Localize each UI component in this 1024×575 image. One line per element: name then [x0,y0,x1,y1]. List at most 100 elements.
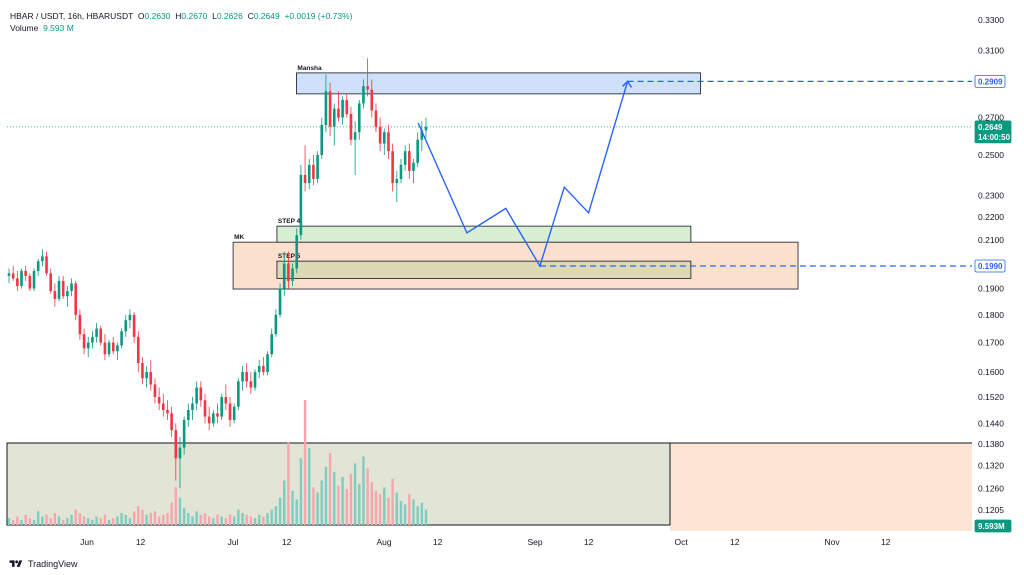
candle-body [74,283,78,315]
tradingview-footer[interactable]: TradingView [8,559,78,569]
time-tick-label: Jun [80,537,94,547]
level-badge-lower-text: 0.1990 [978,262,1003,271]
volume-bar [328,453,332,525]
volume-bar [249,516,253,525]
price-tick-label: 0.3100 [978,45,1004,55]
volume-bar [283,480,286,525]
price-tick-label: 0.2200 [978,212,1004,222]
candle-body [45,256,48,274]
volume-bar [212,518,215,525]
time-tick-label: 12 [136,537,146,547]
candle-body [20,270,23,286]
candle-body [316,155,319,179]
candle-body [182,419,186,448]
price-tick-label: 0.2500 [978,150,1004,160]
time-tick-label: 12 [433,537,443,547]
volume-bar [333,471,336,525]
price-tick-label: 0.1205 [978,505,1004,515]
candle-body [312,164,315,179]
candle-body [228,403,232,420]
volume-bar [41,516,44,525]
volume-bar [16,516,19,525]
time-tick-label: Sep [527,537,542,547]
volume-bar [49,518,52,525]
time-tick-label: 12 [584,537,594,547]
time-axis[interactable]: Jun 12 Jul 12 Aug 12 Sep 12 Oct 12 Nov 12 [80,537,891,547]
candle-body [424,126,428,131]
volume-bar [312,487,315,525]
volume-bar [145,514,148,525]
volume-bar [199,514,203,525]
candle-body [257,366,261,373]
candle-body [341,99,344,118]
volume-bar [166,513,169,525]
open-label: O [137,11,145,21]
candle-body [136,336,140,364]
candle-body [120,331,123,346]
volume-bar [174,487,177,525]
candle-body [116,345,119,352]
candle-body [220,397,223,417]
candle-body [416,139,419,163]
legend-volume: Volume 9.593 M [10,23,74,33]
price-tick-label: 0.1380 [978,439,1004,449]
volume-badge-text: 9.593M [978,522,1005,531]
volume-bar [24,514,27,525]
price-tick-label: 0.1440 [978,418,1004,428]
candle-body [141,363,144,379]
volume-bar [36,511,40,525]
zone-label-step-5: STEP 5 [278,253,301,260]
volume-bar [70,514,73,525]
volume-bar [303,400,307,525]
level-badge-upper-text: 0.2909 [978,77,1003,86]
symbol-label[interactable]: HBAR / USDT, 16h, HBARUSDT [10,11,134,21]
zone-label-mk: MK [234,234,244,241]
volume-bar [107,519,111,525]
volume-bar [278,497,282,525]
volume-bar [353,463,357,525]
volume-bar [203,513,207,525]
candle-body [357,103,361,133]
price-tick-label: 0.3300 [978,15,1004,25]
volume-bar [157,516,161,525]
volume-bar [91,519,94,525]
volume-bar [424,509,428,525]
price-tick-label: 0.2700 [978,113,1004,123]
volume-badge: 9.593M [974,519,1012,533]
candle-body [282,263,286,289]
candle-body [366,86,369,90]
candle-body [362,86,365,104]
volume-bar [57,516,61,525]
candle-body [320,124,324,156]
volume-bar [7,518,11,525]
volume-bar [99,518,102,525]
volume-label[interactable]: Volume [10,23,39,33]
volume-bar [228,514,232,525]
price-tick-label: 0.2300 [978,191,1004,201]
price-tick-label: 0.1700 [978,338,1004,348]
candle-body [207,416,211,424]
volume-bar [291,490,294,525]
candle-body [328,91,332,127]
legend-ohlc: HBAR / USDT, 16h, HBARUSDT O0.2630 H0.26… [10,11,353,21]
candle-body [61,280,65,297]
high-value: 0.2670 [181,11,208,21]
price-tick-label: 0.2100 [978,235,1004,245]
volume-bar [11,519,15,525]
candle-body [241,372,244,382]
candle-body [191,403,194,411]
last-price-badge-bg [974,120,1012,144]
candle-body [262,366,265,373]
volume-bar [20,519,23,525]
candle-body [70,283,73,292]
candle-body [187,410,190,420]
volume-bar [358,483,361,525]
candle-body [7,273,11,276]
zone-label-mansha: Mansha [297,65,322,72]
candle-body [391,151,394,184]
volume-bar [362,456,365,525]
candle-body [345,99,349,115]
time-tick-label: Oct [675,537,689,547]
